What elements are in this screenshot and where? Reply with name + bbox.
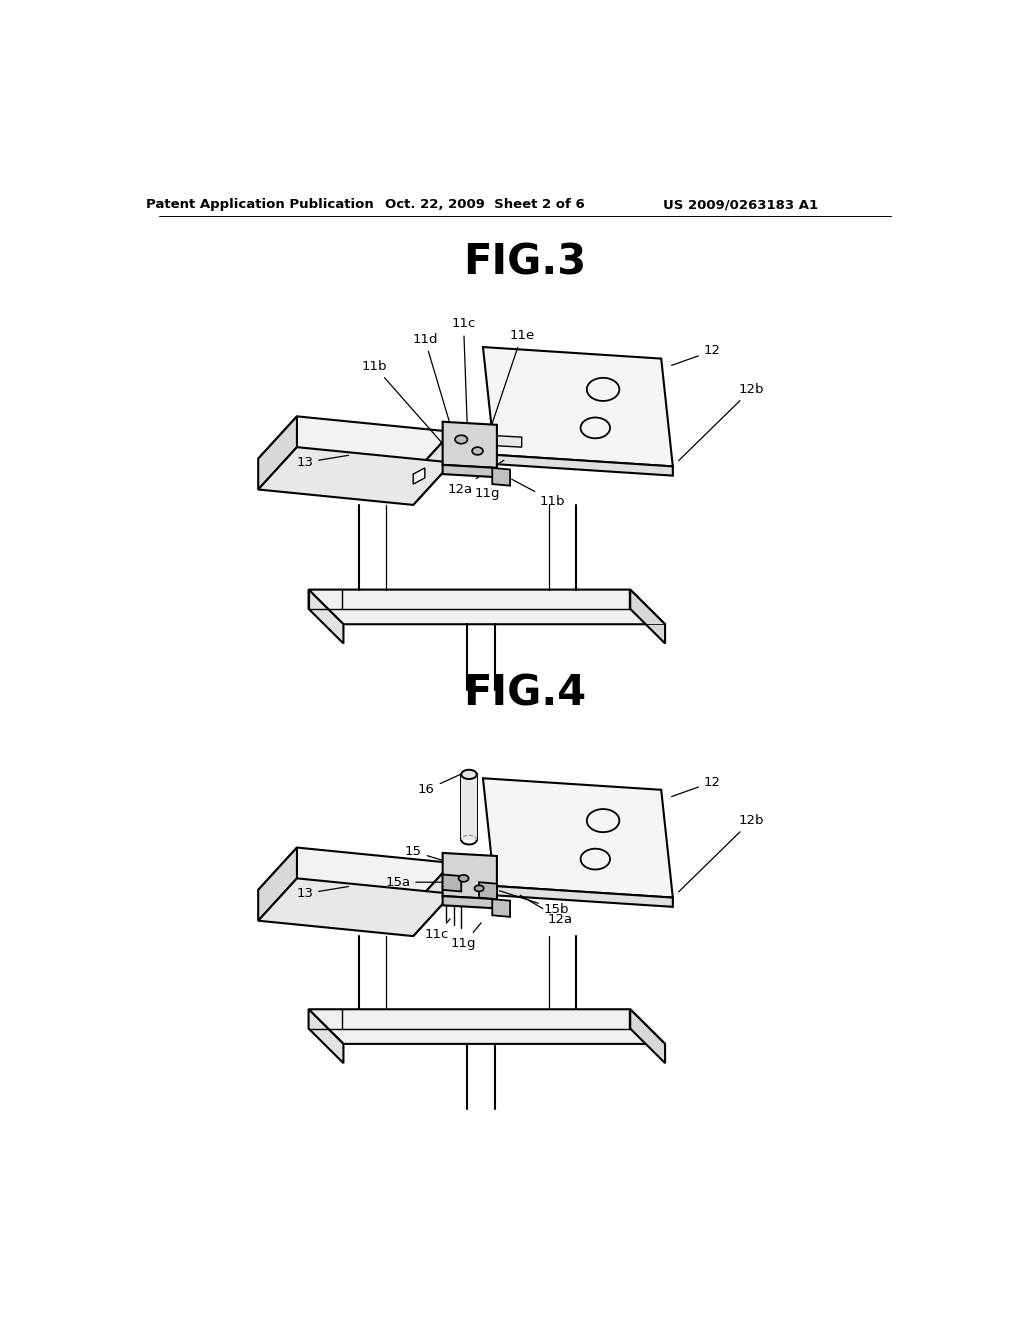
- Polygon shape: [630, 590, 665, 644]
- Text: US 2009/0263183 A1: US 2009/0263183 A1: [663, 198, 818, 211]
- Polygon shape: [258, 416, 297, 490]
- Ellipse shape: [459, 875, 469, 882]
- Text: 13: 13: [296, 455, 348, 469]
- Polygon shape: [308, 1010, 665, 1044]
- Ellipse shape: [581, 849, 610, 870]
- Text: 11d: 11d: [412, 333, 453, 433]
- Polygon shape: [258, 416, 452, 474]
- Text: Patent Application Publication: Patent Application Publication: [145, 198, 374, 211]
- Ellipse shape: [461, 770, 477, 779]
- Polygon shape: [442, 422, 497, 469]
- Text: 13: 13: [296, 887, 348, 900]
- Text: 12: 12: [672, 345, 721, 366]
- Text: 11e: 11e: [487, 329, 535, 437]
- Polygon shape: [442, 896, 497, 908]
- Polygon shape: [483, 347, 673, 466]
- Polygon shape: [479, 882, 497, 899]
- Text: Oct. 22, 2009  Sheet 2 of 6: Oct. 22, 2009 Sheet 2 of 6: [385, 198, 585, 211]
- Text: 11b: 11b: [361, 360, 444, 445]
- Polygon shape: [258, 447, 452, 506]
- Polygon shape: [493, 899, 510, 917]
- Polygon shape: [414, 469, 425, 484]
- Polygon shape: [442, 853, 497, 899]
- Text: 12b: 12b: [679, 383, 764, 461]
- Polygon shape: [630, 1010, 665, 1063]
- Polygon shape: [483, 779, 673, 898]
- Text: FIG.3: FIG.3: [463, 242, 587, 284]
- Polygon shape: [442, 875, 461, 891]
- Text: 11c: 11c: [452, 317, 476, 429]
- Text: 11g: 11g: [451, 923, 481, 950]
- Polygon shape: [414, 432, 452, 506]
- Text: 11g: 11g: [474, 477, 500, 500]
- Polygon shape: [258, 847, 297, 921]
- Text: 11c: 11c: [424, 919, 451, 941]
- Polygon shape: [308, 590, 343, 644]
- Text: 12: 12: [672, 776, 721, 796]
- Polygon shape: [442, 465, 497, 478]
- Ellipse shape: [474, 886, 483, 891]
- Polygon shape: [495, 455, 673, 475]
- Text: 12b: 12b: [679, 814, 764, 892]
- Text: 12a: 12a: [447, 461, 504, 496]
- Ellipse shape: [587, 378, 620, 401]
- Text: 11b: 11b: [512, 479, 565, 508]
- Text: 15: 15: [404, 845, 461, 866]
- Text: 15a: 15a: [385, 875, 445, 888]
- Polygon shape: [461, 775, 477, 840]
- Polygon shape: [414, 863, 452, 936]
- Polygon shape: [308, 590, 665, 624]
- Polygon shape: [308, 1010, 343, 1063]
- Ellipse shape: [472, 447, 483, 455]
- Ellipse shape: [581, 417, 610, 438]
- Ellipse shape: [587, 809, 620, 832]
- Text: 16: 16: [418, 772, 467, 796]
- Polygon shape: [495, 886, 673, 907]
- Text: 15b: 15b: [500, 891, 569, 916]
- Polygon shape: [493, 469, 510, 486]
- Polygon shape: [495, 436, 521, 447]
- Text: 12a: 12a: [520, 895, 573, 925]
- Polygon shape: [258, 878, 452, 936]
- Polygon shape: [258, 847, 452, 906]
- Ellipse shape: [455, 436, 467, 444]
- Text: FIG.4: FIG.4: [463, 673, 587, 714]
